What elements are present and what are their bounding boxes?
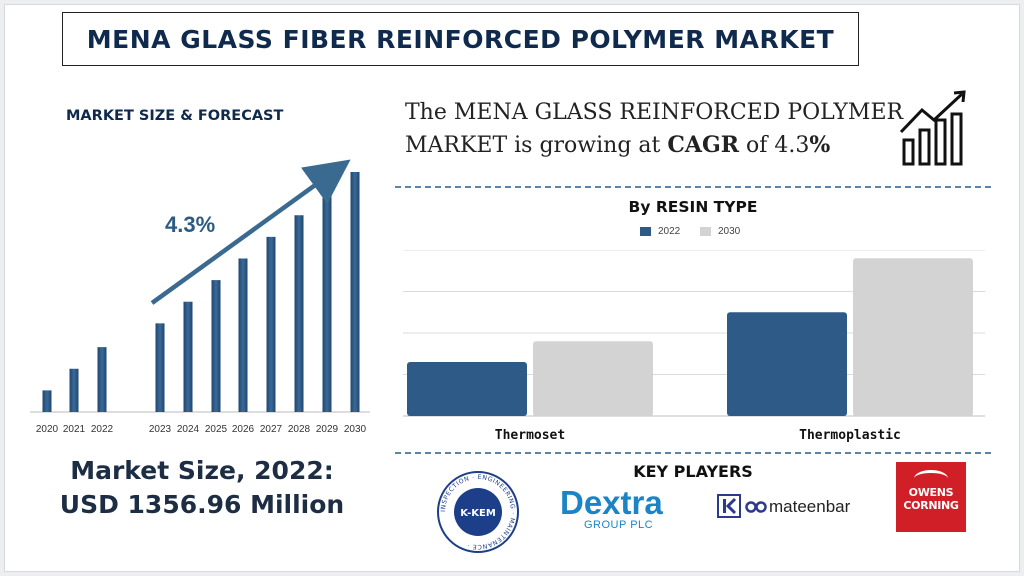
- forecast-tick-2022: 2022: [91, 424, 114, 435]
- forecast-bar-2024: [183, 301, 193, 412]
- forecast-tick-2025: 2025: [205, 424, 228, 435]
- legend-label-2022: 2022: [658, 226, 681, 237]
- headline-line-2: MARKET is growing at CAGR of 4.3%: [405, 132, 831, 158]
- forecast-tick-2026: 2026: [232, 424, 255, 435]
- forecast-bar-2030: [350, 172, 360, 412]
- title-box: MENA GLASS FIBER REINFORCED POLYMER MARK…: [62, 12, 859, 66]
- legend-item-2022: 2022: [640, 226, 680, 237]
- resin-bar-thermoset-2030: [533, 341, 653, 416]
- forecast-bar-2026: [238, 258, 248, 412]
- forecast-tick-2027: 2027: [260, 424, 283, 435]
- dextra-name: Dextra: [560, 484, 663, 521]
- forecast-bar-2023: [155, 323, 165, 412]
- resin-bar-thermoplastic-2030: [853, 258, 973, 416]
- dextra-sub: GROUP PLC: [584, 519, 653, 531]
- market-size-label: Market Size, 2022:: [70, 456, 334, 485]
- resin-bar-thermoset-2022: [407, 362, 527, 416]
- forecast-title: MARKET SIZE & FORECAST: [66, 108, 284, 124]
- resin-chart-title: By RESIN TYPE: [628, 198, 758, 216]
- forecast-tick-2030: 2030: [344, 424, 367, 435]
- legend-swatch-2022: [640, 227, 651, 236]
- forecast-bar-2029: [322, 193, 332, 412]
- resin-category-label-thermoplastic: Thermoplastic: [799, 428, 901, 443]
- market-size-value: USD 1356.96 Million: [59, 490, 345, 519]
- kkem-logo: INSPECTION · ENGINEERING · MAINTENANCE ·…: [437, 471, 519, 553]
- cagr-headline: The MENA GLASS REINFORCED POLYMER MARKET…: [405, 96, 925, 162]
- key-players-title: KEY PLAYERS: [633, 462, 753, 481]
- forecast-tick-2028: 2028: [288, 424, 311, 435]
- resin-category-label-thermoset: Thermoset: [495, 428, 565, 443]
- legend-swatch-2030: [700, 227, 711, 236]
- headline-cagr-bold: CAGR: [667, 132, 740, 158]
- forecast-tick-2023: 2023: [149, 424, 172, 435]
- cagr-annotation: 4.3%: [165, 212, 215, 237]
- resin-chart: Thermoset Thermoplastic: [403, 250, 985, 443]
- owens-corning-logo: OWENS CORNING: [896, 462, 966, 532]
- forecast-bar-2028: [294, 215, 304, 412]
- growth-arrow: [150, 159, 351, 305]
- legend-label-2030: 2030: [718, 226, 741, 237]
- owens-line-2: CORNING: [903, 499, 959, 512]
- forecast-bar-2025: [211, 280, 221, 412]
- mateenbar-name: mateenbar: [769, 497, 851, 516]
- forecast-tick-2021: 2021: [63, 424, 86, 435]
- divider-bottom: [395, 452, 991, 454]
- dextra-logo: Dextra GROUP PLC: [560, 484, 663, 531]
- forecast-bar-2022: [97, 347, 107, 412]
- forecast-chart: 2020 2021 2022 2023 2024 2025 2026 2027 2028 2029…: [30, 159, 370, 435]
- mateenbar-logo: mateenbar: [717, 494, 851, 518]
- resin-bar-thermoplastic-2022: [727, 312, 847, 416]
- headline-line-1: The MENA GLASS REINFORCED POLYMER: [405, 100, 904, 125]
- owens-line-1: OWENS: [908, 486, 954, 499]
- kkem-name: K-KEM: [460, 508, 496, 519]
- growth-chart-icon: [899, 90, 966, 166]
- divider-top: [395, 186, 991, 188]
- page-title: MENA GLASS FIBER REINFORCED POLYMER MARK…: [86, 24, 835, 54]
- forecast-tick-2024: 2024: [177, 424, 200, 435]
- forecast-bar-2020: [42, 390, 52, 412]
- legend-item-2030: 2030: [700, 226, 740, 237]
- forecast-tick-2020: 2020: [36, 424, 59, 435]
- forecast-bar-2027: [266, 236, 276, 412]
- forecast-tick-2029: 2029: [316, 424, 339, 435]
- forecast-bar-2021: [69, 368, 79, 412]
